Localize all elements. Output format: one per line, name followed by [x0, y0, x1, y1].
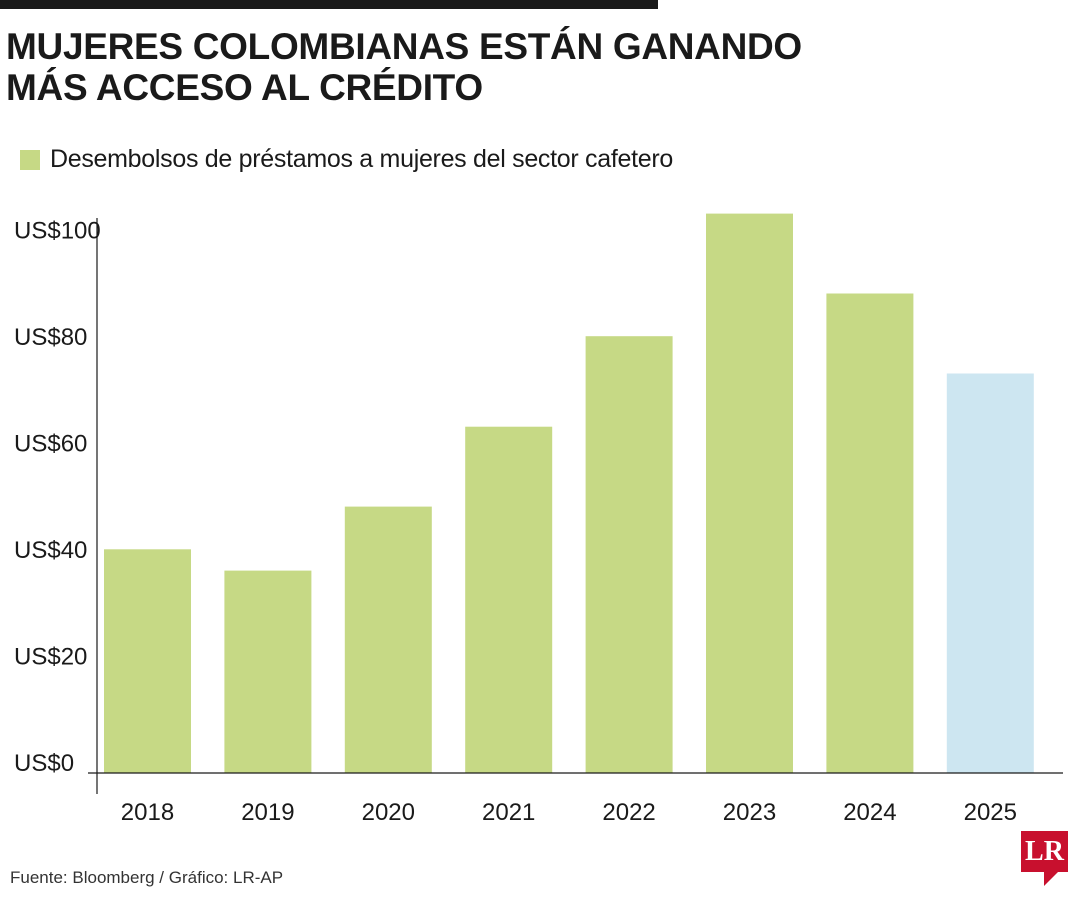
x-axis-ticks: 2018 2019 2020 2021 2022 2023 2024 2025 [121, 799, 1017, 826]
bar-2024 [826, 293, 914, 773]
legend-label: Desembolsos de préstamos a mujeres del s… [50, 145, 673, 173]
y-tick-label-40: US$40 [14, 537, 87, 564]
x-tick-label-2023: 2023 [723, 799, 776, 826]
x-tick-label-2022: 2022 [602, 799, 655, 826]
chart-title: MUJERES COLOMBIANAS ESTÁN GANANDO MÁS AC… [6, 26, 802, 108]
y-tick-label-80: US$80 [14, 324, 87, 351]
source-note: Fuente: Bloomberg / Gráfico: LR-AP [10, 868, 284, 887]
top-rule [0, 0, 658, 9]
bar-2020 [344, 506, 432, 773]
y-axis-ticks: US$0 US$20 US$40 US$60 US$80 US$100 [14, 217, 101, 777]
bar-2025 [946, 373, 1034, 773]
x-tick-label-2025: 2025 [964, 799, 1017, 826]
bars-group [104, 213, 1034, 774]
x-tick-label-2019: 2019 [241, 799, 294, 826]
lr-logo-tail [1044, 872, 1058, 886]
bar-2021 [465, 426, 553, 773]
bar-2019 [224, 570, 312, 773]
bar-2018 [104, 549, 191, 773]
lr-logo: LR [1021, 831, 1068, 872]
y-tick-label-20: US$20 [14, 644, 87, 671]
x-tick-label-2018: 2018 [121, 799, 174, 826]
chart-title-line-2: MÁS ACCESO AL CRÉDITO [6, 67, 483, 108]
x-tick-label-2024: 2024 [843, 799, 896, 826]
y-tick-label-60: US$60 [14, 430, 87, 457]
bar-2022 [585, 336, 673, 773]
chart-title-line-1: MUJERES COLOMBIANAS ESTÁN GANANDO [6, 26, 802, 67]
bar-2023 [706, 213, 793, 774]
y-tick-label-0: US$0 [14, 750, 74, 777]
x-tick-label-2020: 2020 [362, 799, 415, 826]
legend-swatch [20, 149, 40, 170]
x-tick-label-2021: 2021 [482, 799, 535, 826]
legend: Desembolsos de préstamos a mujeres del s… [20, 145, 673, 174]
y-tick-label-100: US$100 [14, 217, 101, 244]
